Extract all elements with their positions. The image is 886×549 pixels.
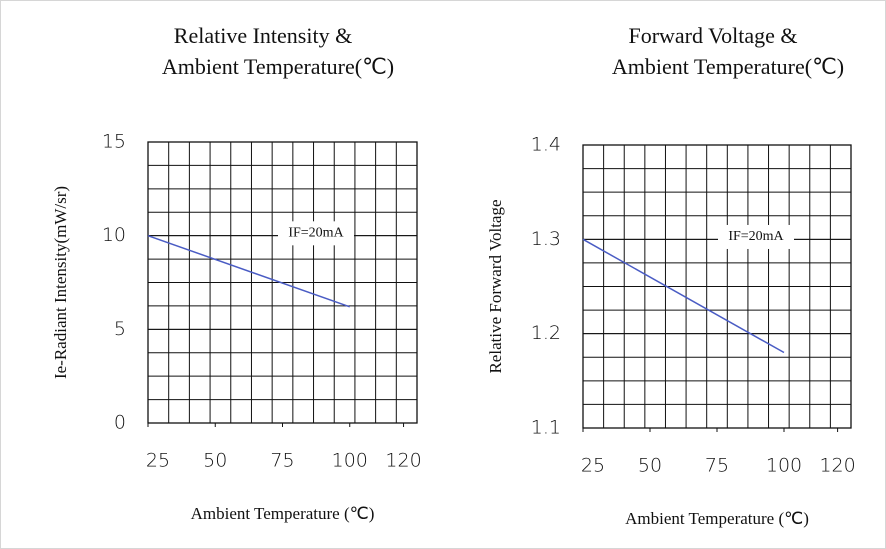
- y-tick-label: 10: [102, 224, 126, 246]
- y-tick-label: 1.3: [531, 228, 561, 250]
- y-axis-label: Ie-Radiant Intensity(mW/sr): [51, 186, 70, 379]
- x-tick-label: 100: [766, 455, 802, 477]
- annotation-box: [278, 221, 354, 246]
- x-axis-label: Ambient Temperature (℃): [191, 504, 375, 523]
- y-tick-label: 1.2: [531, 322, 561, 344]
- chart-title: Relative Intensity &: [174, 23, 352, 48]
- annotation: IF=20mA: [728, 229, 784, 244]
- x-tick-label: 100: [332, 450, 368, 472]
- data-line: [147, 234, 350, 308]
- y-tick-label: 0: [114, 412, 126, 434]
- y-tick-label: 1.1: [531, 417, 561, 439]
- annotation-box: [718, 224, 794, 249]
- annotation: IF=20mA: [288, 226, 344, 241]
- data-line: [582, 238, 785, 354]
- y-axis-label: Relative Forward Voltage: [486, 199, 505, 373]
- chart-title: Ambient Temperature(℃): [162, 54, 394, 79]
- chart-title: Ambient Temperature(℃): [612, 54, 844, 79]
- x-tick-label: 75: [705, 455, 729, 477]
- x-tick-label: 120: [819, 455, 855, 477]
- y-tick-label: 15: [102, 131, 126, 153]
- x-tick-label: 25: [146, 450, 170, 472]
- x-tick-label: 75: [270, 450, 294, 472]
- chart-title: Forward Voltage &: [628, 23, 797, 48]
- x-tick-label: 120: [385, 450, 421, 472]
- x-axis-label: Ambient Temperature (℃): [625, 509, 809, 528]
- y-tick-label: 5: [114, 318, 126, 340]
- y-tick-label: 1.4: [531, 134, 561, 156]
- x-tick-label: 50: [638, 455, 662, 477]
- x-tick-label: 25: [581, 455, 605, 477]
- x-tick-label: 50: [203, 450, 227, 472]
